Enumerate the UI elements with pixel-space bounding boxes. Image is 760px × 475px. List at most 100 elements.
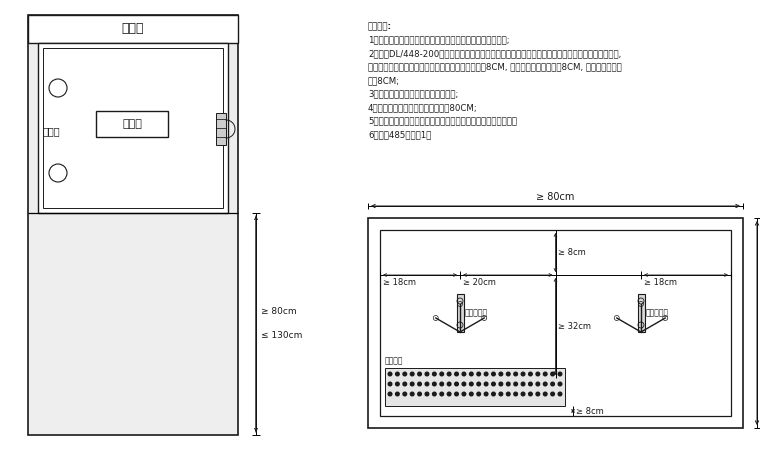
Text: 通用能表柜: 通用能表柜 — [465, 308, 488, 317]
Text: 2、按照DL/448-200（电能计量技术管理规程）及（中国南方电网公司电能计量装置典型设计的要求,: 2、按照DL/448-200（电能计量技术管理规程）及（中国南方电网公司电能计量… — [368, 49, 621, 58]
Circle shape — [499, 372, 502, 376]
Circle shape — [470, 392, 473, 396]
Circle shape — [396, 372, 399, 376]
Text: ≥ 18cm: ≥ 18cm — [383, 278, 416, 287]
Bar — [38, 43, 228, 213]
Circle shape — [470, 382, 473, 386]
Text: 低于8CM;: 低于8CM; — [368, 76, 400, 85]
Circle shape — [388, 372, 392, 376]
Circle shape — [492, 372, 496, 376]
Circle shape — [470, 372, 473, 376]
Circle shape — [543, 372, 547, 376]
Text: 6、预留485数据线1末: 6、预留485数据线1末 — [368, 130, 432, 139]
Text: 1、计量柜、预装式箱变、箱必须满足计量元件室的设计要求;: 1、计量柜、预装式箱变、箱必须满足计量元件室的设计要求; — [368, 36, 510, 45]
Text: 3、接线盒采用入层捆定的专用接线盒;: 3、接线盒采用入层捆定的专用接线盒; — [368, 89, 458, 98]
Circle shape — [514, 382, 518, 386]
Circle shape — [492, 392, 496, 396]
Circle shape — [410, 392, 414, 396]
Text: 4、计量元件安装位置必须高于地面80CM;: 4、计量元件安装位置必须高于地面80CM; — [368, 103, 478, 112]
Circle shape — [506, 392, 510, 396]
Circle shape — [499, 382, 502, 386]
Circle shape — [484, 392, 488, 396]
Circle shape — [506, 372, 510, 376]
Text: ≥ 8cm: ≥ 8cm — [559, 248, 586, 257]
Circle shape — [418, 392, 421, 396]
Bar — [28, 15, 238, 43]
Circle shape — [388, 392, 392, 396]
Circle shape — [521, 382, 525, 386]
Circle shape — [432, 392, 436, 396]
Text: ≥ 8cm: ≥ 8cm — [576, 407, 603, 416]
Bar — [638, 294, 645, 332]
Circle shape — [536, 392, 540, 396]
Text: ≥ 20cm: ≥ 20cm — [463, 278, 496, 287]
Text: 通用能表柜: 通用能表柜 — [646, 308, 669, 317]
Circle shape — [521, 392, 525, 396]
Text: 计量柜: 计量柜 — [122, 22, 144, 36]
Circle shape — [536, 382, 540, 386]
Circle shape — [462, 382, 466, 386]
Circle shape — [448, 382, 451, 386]
Circle shape — [454, 382, 458, 386]
Bar — [216, 113, 226, 145]
Circle shape — [529, 392, 532, 396]
Circle shape — [551, 372, 554, 376]
Circle shape — [484, 372, 488, 376]
Circle shape — [454, 392, 458, 396]
Circle shape — [521, 372, 525, 376]
Circle shape — [448, 392, 451, 396]
Text: ≥ 18cm: ≥ 18cm — [644, 278, 677, 287]
Bar — [380, 230, 731, 416]
Text: 技术要求:: 技术要求: — [368, 22, 392, 31]
Text: 观察孔: 观察孔 — [122, 119, 142, 129]
Text: ≤ 130cm: ≤ 130cm — [261, 332, 302, 341]
Circle shape — [551, 392, 554, 396]
Circle shape — [432, 372, 436, 376]
Circle shape — [558, 392, 562, 396]
Circle shape — [477, 372, 480, 376]
Text: ≥ 80cm: ≥ 80cm — [261, 307, 296, 316]
Text: 加封处: 加封处 — [43, 126, 61, 136]
Circle shape — [499, 392, 502, 396]
Circle shape — [529, 382, 532, 386]
Circle shape — [506, 382, 510, 386]
Circle shape — [396, 382, 399, 386]
Circle shape — [418, 372, 421, 376]
Circle shape — [403, 382, 407, 386]
Circle shape — [388, 382, 392, 386]
Circle shape — [514, 392, 518, 396]
Text: 电能表与电能表（负控终端）安装后的边距高不小于8CM, 与箱边之间也不能低于8CM, 与接线盒之间不: 电能表与电能表（负控终端）安装后的边距高不小于8CM, 与箱边之间也不能低于8C… — [368, 63, 622, 72]
Circle shape — [558, 382, 562, 386]
Text: ≥ 32cm: ≥ 32cm — [559, 322, 591, 331]
Circle shape — [425, 392, 429, 396]
Circle shape — [543, 392, 547, 396]
Circle shape — [558, 372, 562, 376]
Circle shape — [477, 382, 480, 386]
Circle shape — [410, 372, 414, 376]
Circle shape — [536, 372, 540, 376]
Circle shape — [454, 372, 458, 376]
Text: 5、计量元件柜不得安装除电能表、负控制终端之外的其他设备。: 5、计量元件柜不得安装除电能表、负控制终端之外的其他设备。 — [368, 116, 517, 125]
Circle shape — [551, 382, 554, 386]
Bar — [96, 111, 168, 137]
Circle shape — [448, 372, 451, 376]
Circle shape — [440, 372, 444, 376]
Circle shape — [543, 382, 547, 386]
Circle shape — [432, 382, 436, 386]
Text: ≥ 80cm: ≥ 80cm — [537, 192, 575, 202]
Circle shape — [514, 372, 518, 376]
Circle shape — [425, 372, 429, 376]
Circle shape — [484, 382, 488, 386]
Circle shape — [462, 392, 466, 396]
Circle shape — [492, 382, 496, 386]
Circle shape — [425, 382, 429, 386]
Bar — [43, 48, 223, 208]
Bar — [385, 368, 565, 406]
Circle shape — [529, 372, 532, 376]
Bar — [457, 294, 464, 332]
Circle shape — [403, 372, 407, 376]
Circle shape — [410, 382, 414, 386]
Text: 接线端排: 接线端排 — [385, 356, 404, 365]
Circle shape — [440, 382, 444, 386]
Circle shape — [403, 392, 407, 396]
